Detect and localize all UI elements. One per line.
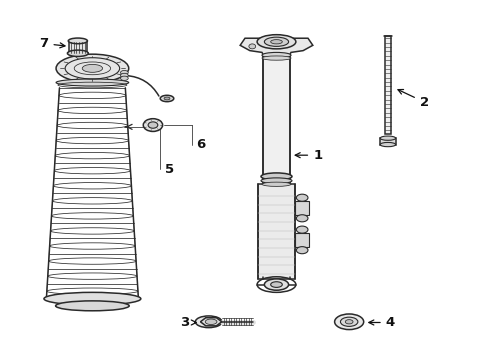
Bar xyxy=(295,233,309,247)
Bar xyxy=(295,201,309,215)
Ellipse shape xyxy=(265,279,289,290)
Text: 2: 2 xyxy=(398,90,429,108)
Bar xyxy=(258,184,295,279)
Text: 6: 6 xyxy=(196,138,206,151)
Ellipse shape xyxy=(257,35,296,49)
Ellipse shape xyxy=(82,64,102,72)
Polygon shape xyxy=(200,318,222,326)
Ellipse shape xyxy=(68,38,87,44)
Text: 1: 1 xyxy=(295,149,322,162)
Ellipse shape xyxy=(262,182,291,186)
Bar xyxy=(385,36,392,134)
Ellipse shape xyxy=(380,136,395,140)
Ellipse shape xyxy=(296,247,308,254)
Ellipse shape xyxy=(143,119,163,131)
Ellipse shape xyxy=(265,37,289,46)
Bar xyxy=(380,138,395,145)
Ellipse shape xyxy=(270,40,282,44)
Ellipse shape xyxy=(341,317,358,327)
Ellipse shape xyxy=(249,44,256,49)
Ellipse shape xyxy=(196,316,222,328)
Polygon shape xyxy=(240,38,313,55)
Text: 5: 5 xyxy=(165,163,174,176)
Ellipse shape xyxy=(261,173,292,180)
Ellipse shape xyxy=(148,122,158,128)
Ellipse shape xyxy=(335,314,364,329)
Ellipse shape xyxy=(261,178,292,184)
Ellipse shape xyxy=(121,76,128,80)
Ellipse shape xyxy=(56,54,129,82)
Bar xyxy=(69,41,87,53)
Ellipse shape xyxy=(262,53,291,58)
Ellipse shape xyxy=(56,79,129,86)
Ellipse shape xyxy=(380,143,395,147)
Ellipse shape xyxy=(44,292,141,305)
Text: 4: 4 xyxy=(369,316,395,329)
Text: 3: 3 xyxy=(180,316,196,329)
Bar xyxy=(263,54,290,184)
Ellipse shape xyxy=(164,97,170,100)
Ellipse shape xyxy=(345,320,353,324)
Ellipse shape xyxy=(296,226,308,233)
Ellipse shape xyxy=(205,319,217,324)
Ellipse shape xyxy=(262,56,291,60)
Text: 7: 7 xyxy=(39,37,65,50)
Ellipse shape xyxy=(270,282,282,287)
Ellipse shape xyxy=(121,73,128,77)
Ellipse shape xyxy=(68,50,88,57)
Ellipse shape xyxy=(296,194,308,201)
Ellipse shape xyxy=(121,71,128,75)
Ellipse shape xyxy=(55,301,129,311)
Ellipse shape xyxy=(160,95,174,102)
Ellipse shape xyxy=(296,215,308,222)
